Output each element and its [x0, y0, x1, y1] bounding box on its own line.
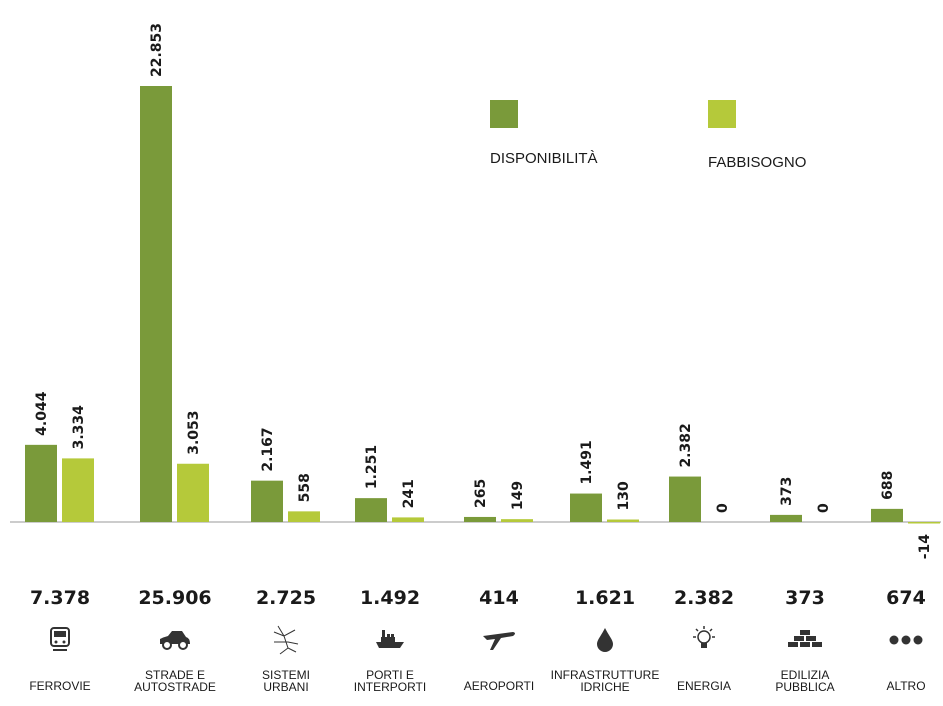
label-fabbisogno-3: 241 [401, 479, 417, 508]
legend-label-1: FABBISOGNO [708, 154, 806, 171]
category-label-7: EDILIZIA PUBBLICA [775, 668, 834, 694]
label-fabbisogno-0: 3.334 [71, 405, 87, 450]
total-1: 25.906 [138, 587, 211, 609]
legend-swatch-1 [708, 100, 736, 128]
label-disponibilita-8: 688 [880, 471, 896, 500]
water-drop-icon [597, 628, 613, 652]
label-disponibilita-2: 2.167 [260, 427, 276, 471]
bar-disponibilita-4 [464, 516, 496, 522]
bar-fabbisogno-5 [607, 519, 639, 522]
total-8: 674 [886, 587, 926, 609]
label-disponibilita-5: 1.491 [579, 440, 595, 484]
label-fabbisogno-7: 0 [816, 503, 832, 513]
label-disponibilita-4: 265 [473, 479, 489, 508]
total-6: 2.382 [674, 587, 734, 609]
label-fabbisogno-6: 0 [715, 503, 731, 513]
legend: DISPONIBILITÀ FABBISOGNO [490, 100, 806, 171]
dots-icon [889, 635, 923, 645]
bar-disponibilita-3 [355, 498, 387, 522]
bricks-icon [788, 630, 822, 647]
bar-disponibilita-8 [871, 508, 903, 522]
label-disponibilita-7: 373 [779, 477, 795, 506]
lightbulb-icon [693, 626, 715, 648]
bar-disponibilita-2 [251, 480, 283, 522]
label-fabbisogno-4: 149 [510, 481, 526, 510]
category-label-5: INFRASTRUTTURE IDRICHE [551, 668, 660, 694]
category-label-0: FERROVIE [29, 679, 90, 693]
category-label-3: PORTI E INTERPORTI [354, 668, 426, 694]
bar-fabbisogno-4 [501, 519, 533, 522]
city-map-icon [273, 625, 299, 655]
total-5: 1.621 [575, 587, 635, 609]
label-fabbisogno-1: 3.053 [186, 410, 202, 454]
bar-fabbisogno-1 [177, 463, 209, 522]
label-disponibilita-0: 4.044 [34, 391, 50, 436]
category-label-8: ALTRO [886, 679, 925, 693]
bar-fabbisogno-8 [908, 522, 940, 524]
label-fabbisogno-5: 130 [616, 481, 632, 510]
airplane-icon [483, 632, 515, 650]
bar-fabbisogno-0 [62, 458, 94, 522]
label-disponibilita-6: 2.382 [678, 423, 694, 467]
train-icon [50, 627, 70, 651]
total-0: 7.378 [30, 587, 90, 609]
bar-disponibilita-6 [669, 476, 701, 522]
total-7: 373 [785, 587, 825, 609]
label-fabbisogno-2: 558 [297, 473, 313, 502]
bar-disponibilita-7 [770, 514, 802, 522]
bar-disponibilita-5 [570, 493, 602, 522]
legend-swatch-0 [490, 100, 518, 128]
category-label-1: STRADE E AUTOSTRADE [134, 668, 216, 694]
label-disponibilita-1: 22.853 [149, 23, 165, 77]
total-2: 2.725 [256, 587, 316, 609]
bar-disponibilita-0 [25, 444, 57, 522]
bar-disponibilita-1 [140, 86, 172, 522]
label-disponibilita-3: 1.251 [364, 445, 380, 489]
total-4: 414 [479, 587, 519, 609]
bar-fabbisogno-2 [288, 511, 320, 522]
category-label-4: AEROPORTI [464, 679, 534, 693]
category-label-6: ENERGIA [677, 679, 731, 693]
category-label-2: SISTEMI URBANI [262, 668, 310, 694]
total-3: 1.492 [360, 587, 420, 609]
ship-icon [376, 630, 404, 648]
legend-label-0: DISPONIBILITÀ [490, 150, 598, 167]
car-icon [160, 631, 190, 650]
label-fabbisogno-8: -14 [917, 534, 933, 560]
bar-fabbisogno-3 [392, 517, 424, 522]
